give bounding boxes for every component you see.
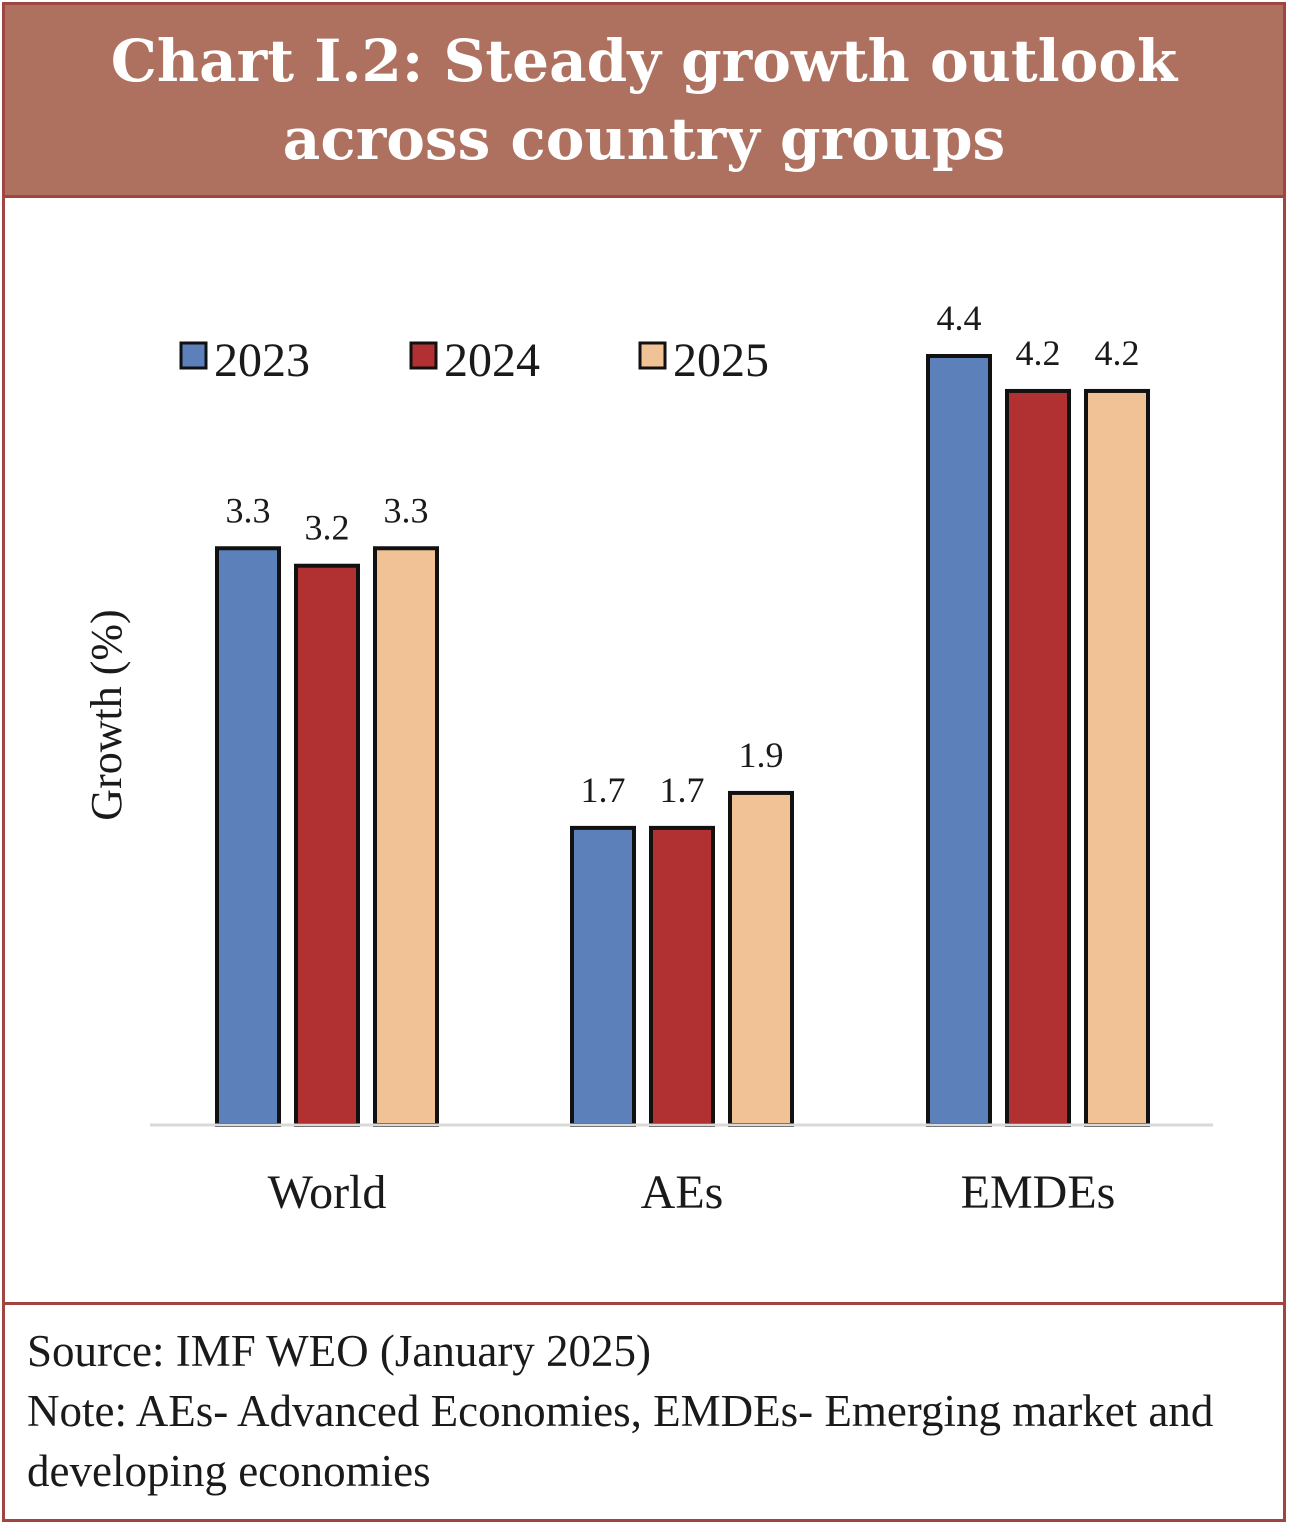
data-label-aes-2024: 1.7 — [660, 770, 705, 810]
legend-label-2025: 2025 — [673, 334, 769, 387]
source-text: Source: IMF WEO (January 2025) — [27, 1326, 652, 1376]
bar-world-2024 — [294, 563, 360, 1127]
x-tick-label-world: World — [268, 1166, 387, 1219]
data-label-world-2023: 3.3 — [226, 490, 271, 530]
x-tick-label-emdes: EMDEs — [961, 1166, 1116, 1219]
bar-aes-2025 — [728, 790, 794, 1127]
labels-layer: 3.3 3.2 3.3 World 1.7 1.7 1.9 AEs 4.4 4.2 4.2 EMDEs — [226, 298, 1140, 1219]
bars-layer — [215, 354, 1150, 1128]
data-label-aes-2023: 1.7 — [581, 770, 626, 810]
legend-label-2024: 2024 — [444, 334, 540, 387]
note-text: Note: AEs- Advanced Economies, EMDEs- Em… — [27, 1386, 1214, 1496]
legend-swatch-2024 — [409, 341, 438, 370]
y-axis-label: Growth (%) — [82, 609, 131, 820]
bar-emdes-2023 — [926, 354, 992, 1127]
data-label-emdes-2024: 4.2 — [1016, 333, 1061, 373]
legend: 2023 2024 2025 — [179, 334, 769, 387]
data-label-emdes-2025: 4.2 — [1095, 333, 1140, 373]
chart-title: Chart I.2: Steady growth outlook across … — [110, 27, 1178, 173]
legend-swatch-2025 — [638, 341, 667, 370]
bar-world-2023 — [215, 546, 281, 1127]
data-label-aes-2025: 1.9 — [739, 735, 784, 775]
data-label-world-2024: 3.2 — [305, 508, 350, 548]
data-label-emdes-2023: 4.4 — [937, 298, 982, 338]
legend-label-2023: 2023 — [214, 334, 310, 387]
data-label-world-2025: 3.3 — [384, 490, 429, 530]
bar-chart: 3.3 3.2 3.3 World 1.7 1.7 1.9 AEs 4.4 4.2 4.2 EMDEs… — [82, 298, 1213, 1219]
legend-swatch-2023 — [179, 341, 208, 370]
bar-world-2025 — [373, 546, 439, 1127]
x-tick-label-aes: AEs — [641, 1166, 724, 1219]
bar-aes-2023 — [570, 825, 636, 1127]
bar-aes-2024 — [649, 825, 715, 1127]
bar-emdes-2025 — [1084, 388, 1150, 1128]
bar-emdes-2024 — [1005, 388, 1071, 1128]
chart-area: 3.3 3.2 3.3 World 1.7 1.7 1.9 AEs 4.4 4.2 4.2 EMDEs… — [5, 198, 1283, 1302]
chart-footer: Source: IMF WEO (January 2025) Note: AEs… — [5, 1302, 1283, 1522]
title-bar: Chart I.2: Steady growth outlook across … — [5, 5, 1283, 198]
